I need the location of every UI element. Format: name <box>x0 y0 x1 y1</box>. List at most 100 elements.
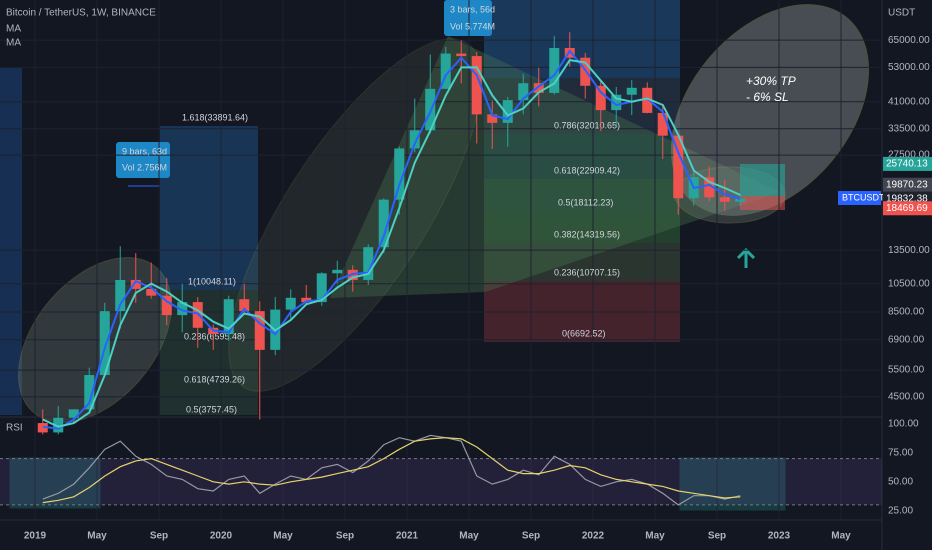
fib-label: 0.618(22909.42) <box>554 165 620 175</box>
info-box <box>116 142 170 178</box>
x-tick-label: Sep <box>150 531 168 542</box>
x-tick-label: 2021 <box>396 531 419 542</box>
candle-body <box>223 299 234 335</box>
candle-body <box>673 135 684 199</box>
rsi-tick-label: 75.00 <box>888 447 913 458</box>
arrow-up <box>736 247 756 268</box>
range-box <box>0 68 22 415</box>
candle-body <box>657 112 668 136</box>
range-vol: Vol 5.774M <box>450 21 495 31</box>
price-label-box <box>883 201 932 216</box>
fib-band <box>484 134 680 179</box>
price-label: 25740.13 <box>886 159 928 170</box>
symbol: BTCUSDT <box>842 192 885 202</box>
candle-body <box>564 47 575 58</box>
candle-body <box>99 311 110 376</box>
candle-body <box>161 295 172 316</box>
candle-body <box>626 87 637 95</box>
chart-title: Bitcoin / TetherUS, 1W, BINANCE <box>6 8 156 19</box>
range-label: 9 bars, 63d <box>122 146 167 156</box>
candle-body <box>456 53 467 57</box>
x-tick-label: May <box>87 531 107 542</box>
candle-body <box>611 94 622 111</box>
candle-body <box>146 288 157 296</box>
fib-label: 0.382(14319.56) <box>554 229 620 239</box>
y-tick-label: 10500.00 <box>888 278 930 289</box>
y-tick-label: 5500.00 <box>888 365 925 376</box>
x-tick-label: May <box>273 531 293 542</box>
y-tick-label: 8500.00 <box>888 307 925 318</box>
candle-body <box>595 85 606 111</box>
price-label: 19870.23 <box>886 179 928 190</box>
candle-body <box>192 302 203 328</box>
y-tick-label: 53000.00 <box>888 62 930 73</box>
legend-ma: MA <box>6 38 21 49</box>
moving-average <box>42 59 741 428</box>
fib-band <box>484 243 680 281</box>
x-tick-label: May <box>645 531 665 542</box>
price-label-box <box>883 177 932 192</box>
y-tick-label: 33500.00 <box>888 123 930 134</box>
range-vol: Vol 2.756M <box>122 162 167 172</box>
candle-body <box>254 311 265 350</box>
sl-label: - 6% SL <box>746 90 789 104</box>
rsi-tick-label: 100.00 <box>888 418 919 429</box>
fib-label: 0.5(18112.23) <box>558 197 613 207</box>
fib-band <box>484 211 680 243</box>
x-tick-label: Sep <box>522 531 540 542</box>
ellipse <box>670 4 870 216</box>
x-tick-label: Sep <box>336 531 354 542</box>
x-tick-label: 2023 <box>768 531 791 542</box>
rsi-band <box>0 458 882 505</box>
rsi-box <box>679 457 786 511</box>
rsi-tick-label: 50.00 <box>888 476 913 487</box>
candle-body <box>394 148 405 200</box>
y-tick-label: 4500.00 <box>888 392 925 403</box>
fib-label: 0.786(32010.65) <box>554 120 620 130</box>
candle-body <box>53 417 64 433</box>
price-label: 19832.38 <box>886 193 928 204</box>
sl-zone <box>740 196 785 210</box>
fib-label: 0.618(4739.26) <box>184 374 245 384</box>
candle-body <box>378 199 389 248</box>
x-tick-label: May <box>831 531 851 542</box>
fib-label: 1.618(33891.64) <box>182 112 248 122</box>
candle-body <box>301 297 312 303</box>
moving-average <box>42 49 741 430</box>
candle-body <box>642 87 653 113</box>
symbol-box <box>838 191 881 205</box>
candle-body <box>239 299 250 312</box>
y-tick-label: 65000.00 <box>888 35 930 46</box>
candle-body <box>735 198 746 202</box>
candle-body <box>115 279 126 312</box>
candle-body <box>316 273 327 303</box>
candle-body <box>549 47 560 93</box>
candle-body <box>704 177 715 198</box>
candle-body <box>518 83 529 101</box>
candle-body <box>363 247 374 280</box>
fib-label: 1(10048.11) <box>188 276 236 286</box>
y-tick-label: 6900.00 <box>888 334 925 345</box>
rsi-tick-label: 25.00 <box>888 505 913 516</box>
price-label: 18469.69 <box>886 203 928 214</box>
tp-zone <box>740 164 785 196</box>
fib-box <box>160 126 258 290</box>
currency: USDT <box>888 8 915 19</box>
candle-body <box>580 57 591 86</box>
x-tick-label: 2019 <box>24 531 47 542</box>
candle-body <box>177 302 188 316</box>
fib-label: 0(6692.52) <box>562 328 606 338</box>
info-box <box>444 0 492 36</box>
candle-body <box>487 114 498 123</box>
candle-body <box>533 83 544 93</box>
candle-body <box>130 279 141 289</box>
candle-body <box>37 423 48 433</box>
x-tick-label: May <box>459 531 479 542</box>
rsi-box <box>9 457 101 509</box>
tp-label: +30% TP <box>746 74 796 88</box>
x-tick-label: Sep <box>708 531 726 542</box>
candle-body <box>502 100 513 123</box>
fib-label: 0.236(10707.15) <box>554 267 620 277</box>
y-tick-label: 27500.00 <box>888 150 930 161</box>
